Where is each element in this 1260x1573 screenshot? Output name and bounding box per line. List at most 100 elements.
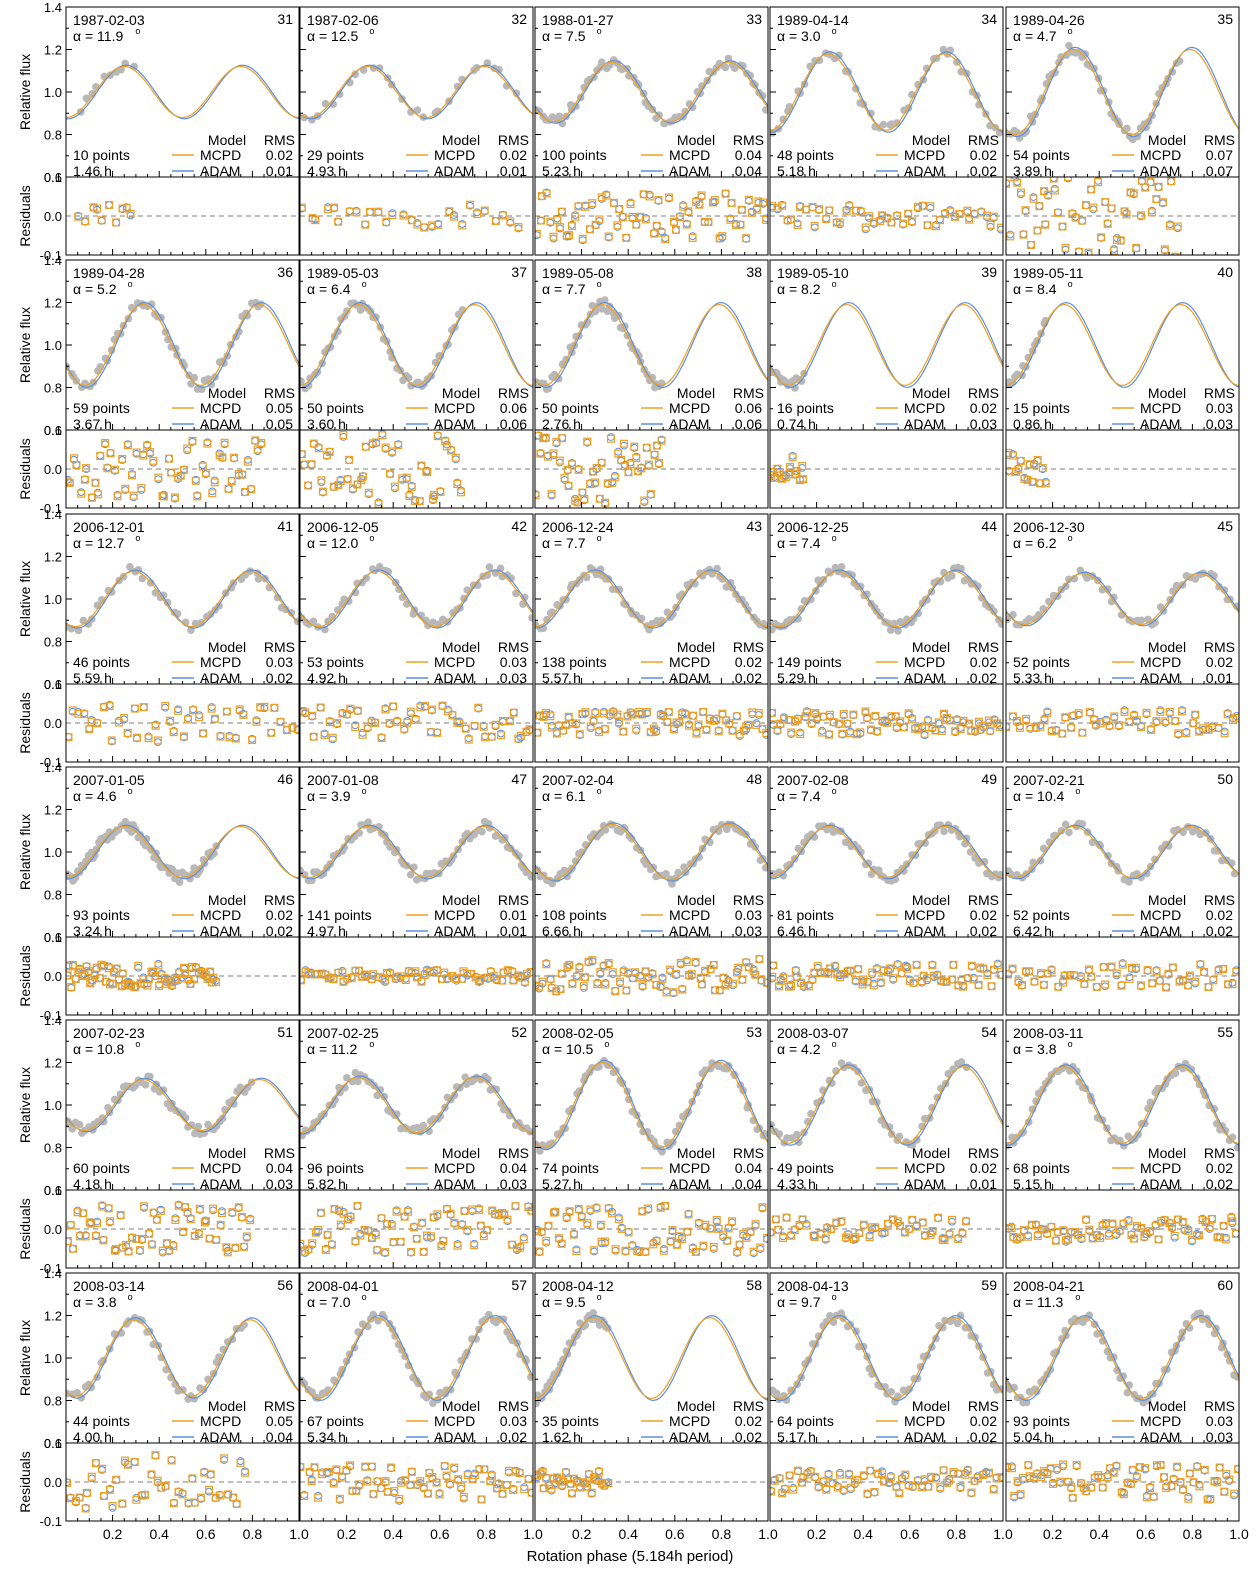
adam-residual [1113,972,1120,979]
legend-mcpd-label: MCPD [904,400,945,416]
adam-residual [461,1207,468,1214]
adam-residual [538,217,545,224]
flux-tick-label: 1.0 [44,592,62,607]
legend-rms-header: RMS [264,892,295,908]
adam-residual [354,1203,361,1210]
adam-residual [1068,724,1075,731]
observed-points [532,296,665,393]
flux-tick-label: 1.2 [44,803,62,818]
flux-axis-label: Relative flux [17,814,33,890]
legend-rms-header: RMS [968,132,999,148]
panel-date: 1989-04-28 [73,265,145,281]
adam-residual [855,966,862,973]
legend-adam-rms: 0.02 [266,670,293,686]
residual-tick-label: 0.0 [44,1222,62,1237]
mcpd-residual [1166,708,1173,715]
panel-number: 40 [1217,264,1233,280]
mcpd-residual [162,703,169,710]
adam-residual [135,964,142,971]
flux-tick-label: 1.4 [44,507,62,522]
panel-point-count: 60 points [73,1160,130,1176]
legend-rms-header: RMS [968,385,999,401]
adam-residual [335,218,342,225]
residual-tick-label: 0.1 [44,1183,62,1198]
mcpd-model-curve [1006,305,1239,386]
mcpd-residual [1149,209,1156,216]
adam-residual [1156,977,1163,984]
mcpd-residual [811,222,818,229]
adam-residual [1036,203,1043,210]
residual-axis-label: Residuals [17,1198,33,1259]
panel-date: 1988-01-27 [542,12,614,28]
adam-residual [1040,981,1047,988]
legend-mcpd-rms: 0.02 [970,400,997,416]
panel-point-count: 141 points [307,907,372,923]
legend-adam-rms: 0.02 [1206,923,1233,939]
panel-date: 2006-12-25 [777,519,849,535]
legend-adam-rms: 0.01 [266,163,293,179]
flux-tick-label: 1.2 [44,1056,62,1071]
adam-residual [651,230,658,237]
residual-axis-label: Residuals [17,945,33,1006]
flux-tick-label: 1.4 [44,0,62,15]
adam-model-curve [66,1078,299,1131]
residual-markers [533,189,769,244]
observed-point [486,563,494,571]
legend-model-header: Model [208,639,246,655]
observed-point [722,64,730,72]
adam-residual [1017,457,1024,464]
mcpd-residual [1162,718,1169,725]
adam-residual [558,971,565,978]
degree-symbol: o [369,533,374,543]
panel-number: 45 [1217,518,1233,534]
residual-axis-label: Residuals [17,438,33,499]
adam-model-curve [66,303,299,388]
residual-tick-label: 0.1 [44,677,62,692]
adam-residual [984,214,991,221]
observed-points [298,1069,533,1139]
mcpd-residual [375,500,382,507]
panel-duration: 0.86 h [1013,416,1052,432]
adam-residual [209,488,216,495]
observed-point [176,878,184,886]
adam-model-curve [300,570,533,628]
adam-residual [770,962,777,969]
adam-residual [987,223,994,230]
adam-residual [225,486,232,493]
adam-residual [888,219,895,226]
adam-residual [556,459,563,466]
flux-tick-label: 0.8 [44,888,62,903]
adam-residual [1088,974,1095,981]
adam-residual [690,712,697,719]
adam-residual [608,434,615,441]
adam-residual [1205,984,1212,991]
legend-rms-header: RMS [264,1145,295,1161]
adam-model-curve [66,65,299,119]
legend-adam-label: ADAM [200,1176,240,1192]
adam-model-curve [770,303,1003,388]
flux-tick-label: 1.4 [44,253,62,268]
panel-date: 1987-02-06 [307,12,379,28]
adam-residual [722,190,729,197]
panel-point-count: 15 points [1013,400,1070,416]
residual-axis-label: Residuals [17,692,33,753]
legend-model-header: Model [677,132,715,148]
legend-adam-label: ADAM [904,670,944,686]
adam-residual [811,224,818,231]
adam-residual [458,487,465,494]
observed-point [900,867,908,875]
observed-point [381,832,389,840]
adam-residual [654,442,661,449]
adam-residual [620,728,627,735]
adam-residual [301,461,308,468]
adam-residual [998,971,1005,978]
adam-residual [1028,241,1035,248]
mcpd-residual [353,209,360,216]
adam-residual [572,212,579,219]
legend-adam-label: ADAM [1140,416,1180,432]
panel-number: 50 [1217,771,1233,787]
panel-point-count: 149 points [777,654,842,670]
residual-markers [769,201,1005,233]
adam-residual [738,206,745,213]
adam-residual [512,1203,519,1210]
